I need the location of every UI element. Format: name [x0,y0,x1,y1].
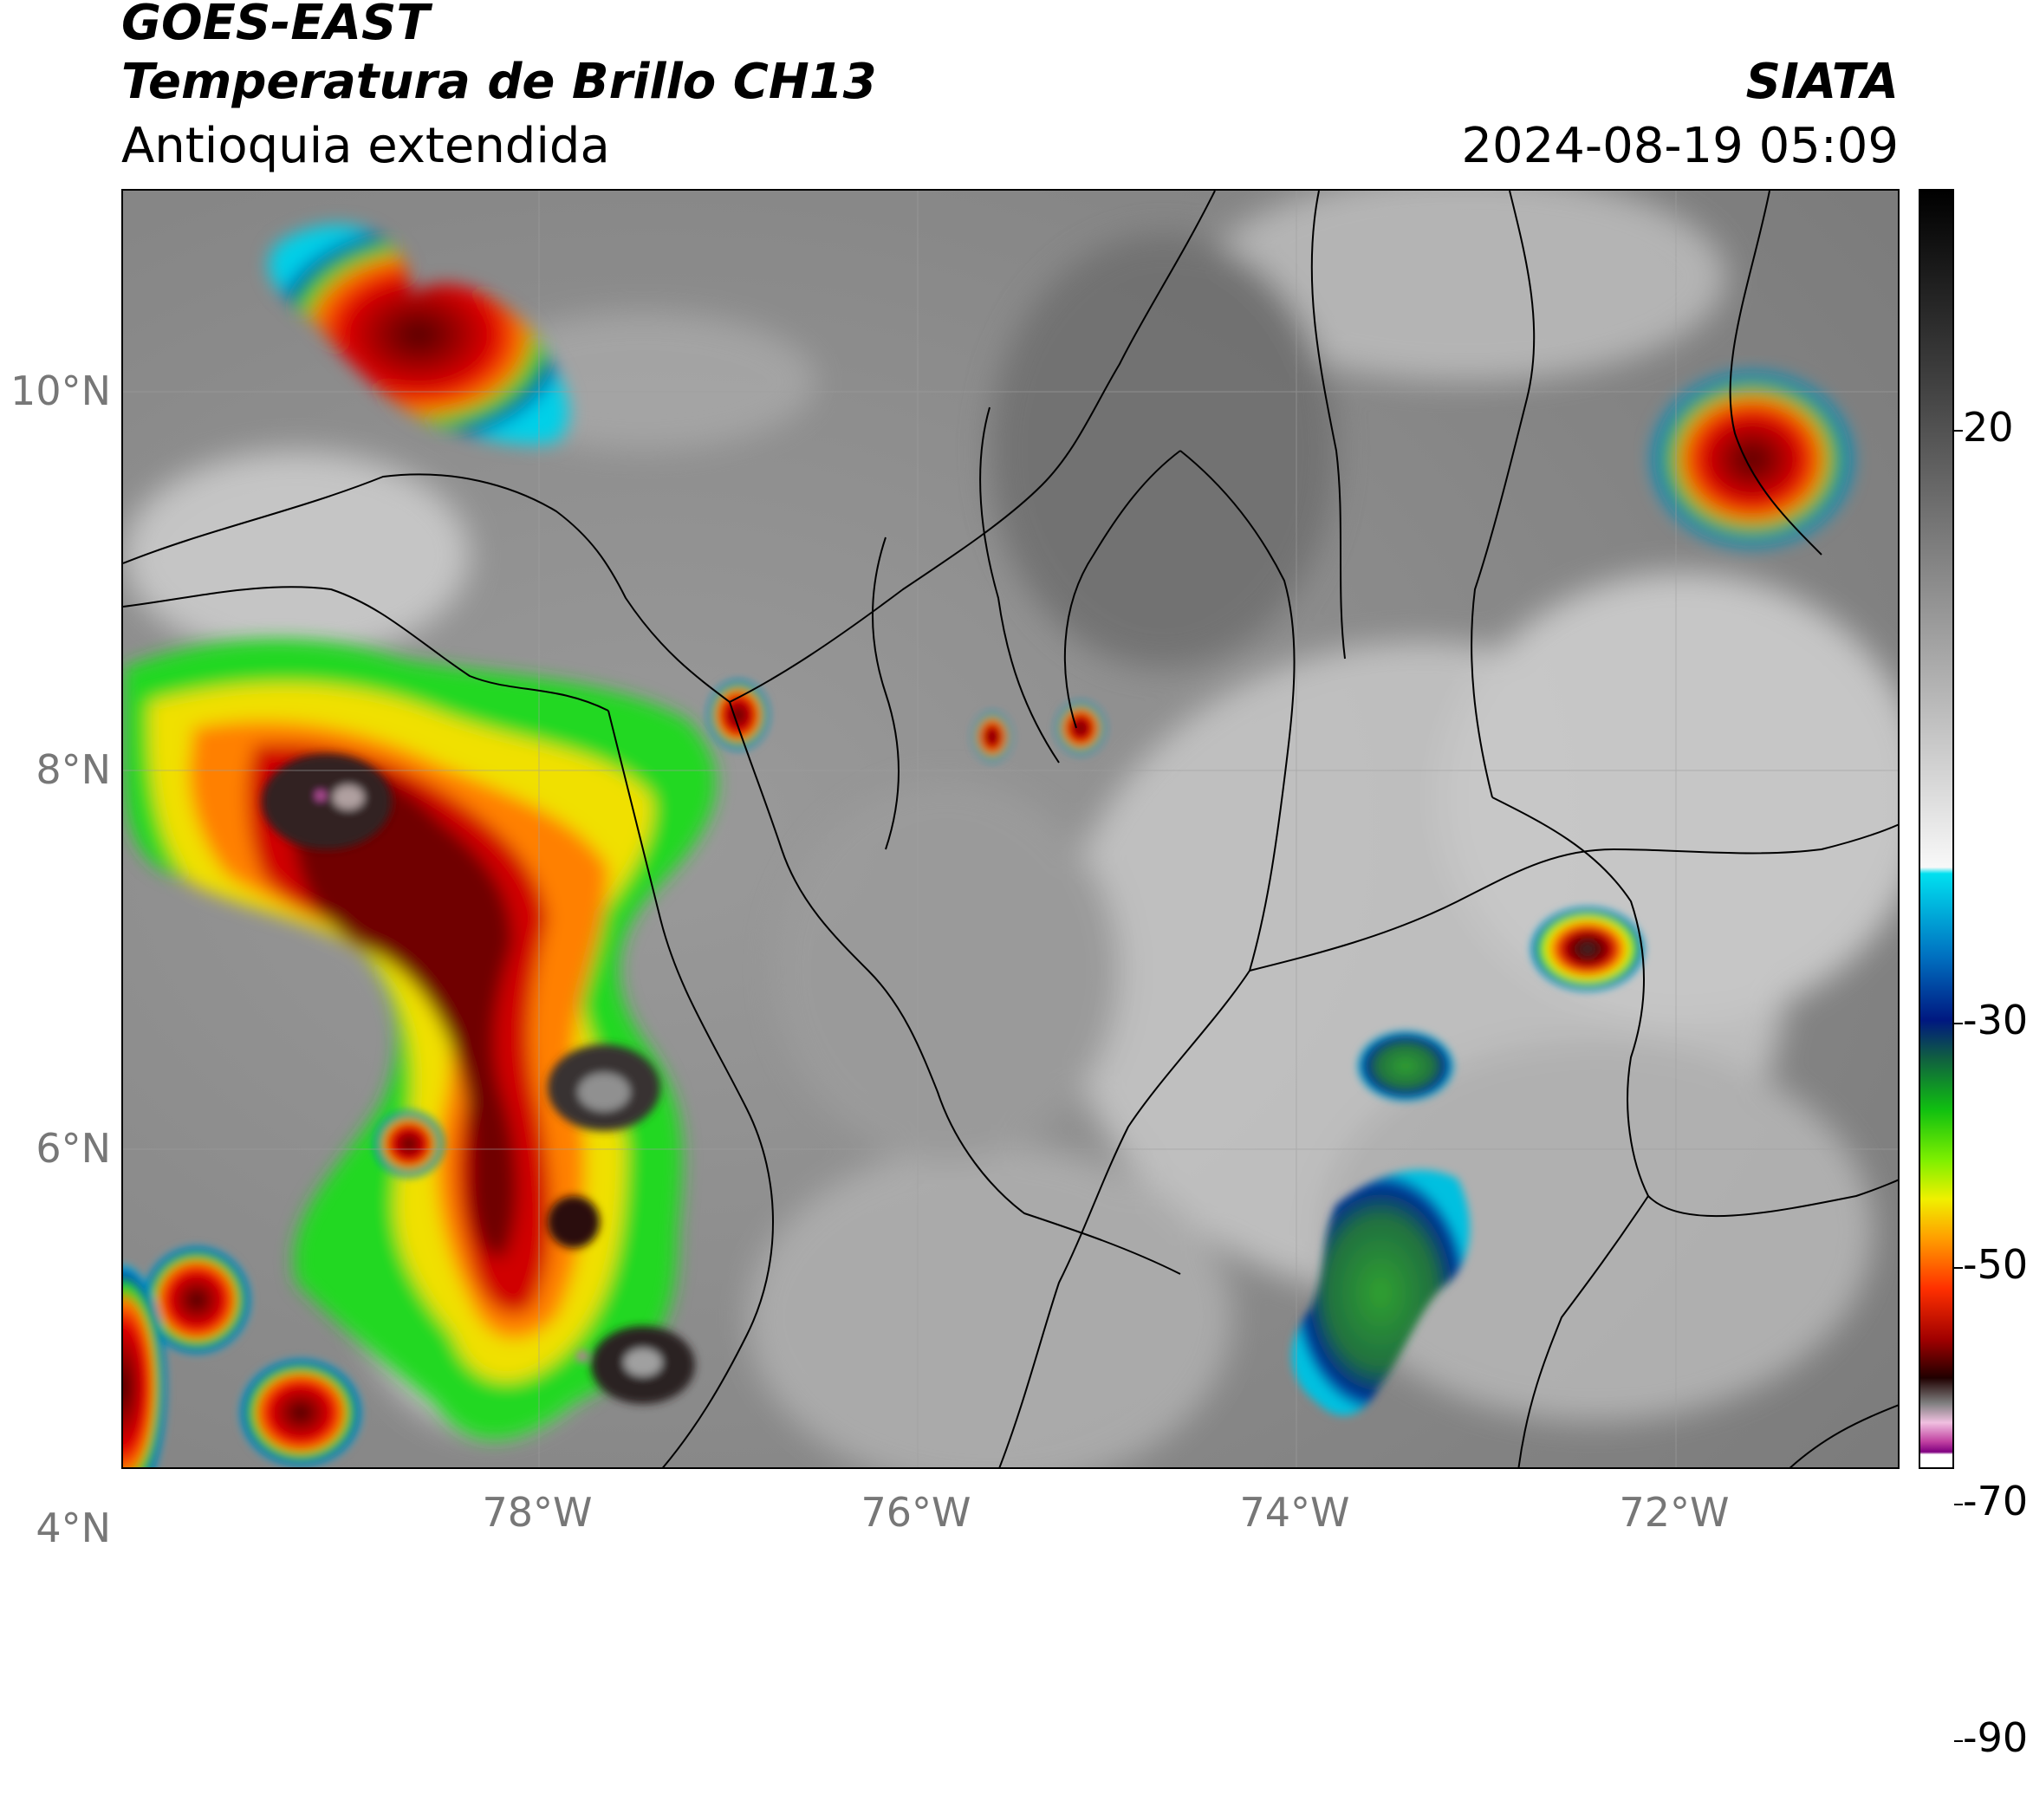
colorbar-label-minus50: -50 [1963,1241,2029,1288]
lon-label-74w: 74°W [1239,1489,1350,1536]
colorbar-tick-minus50 [1954,1267,1963,1269]
lon-label-76w: 76°W [861,1489,971,1536]
colorbar [1919,189,1954,1469]
colorbar-label-minus70: -70 [1963,1478,2029,1524]
colorbar-label-minus30: -30 [1963,997,2029,1043]
colorbar-tick-minus90 [1954,1740,1963,1742]
warm-cloud-field [123,191,1898,1467]
lat-label-6n: 6°N [36,1125,111,1172]
lat-label-10n: 10°N [10,367,111,414]
lon-label-72w: 72°W [1619,1489,1730,1536]
lon-label-78w: 78°W [482,1489,593,1536]
product-title: Temperatura de Brillo CH13 [121,54,877,110]
graticule [123,191,1898,1467]
colorbar-tick-20 [1954,430,1963,432]
map-canvas [123,191,1898,1467]
region-subtitle: Antioquia extendida [121,118,610,174]
colorbar-label-20: 20 [1963,404,2014,451]
lat-label-8n: 8°N [36,746,111,793]
colorbar-tick-minus30 [1954,1023,1963,1024]
colorbar-label-minus90: -90 [1963,1714,2029,1761]
colorbar-tick-minus70 [1954,1504,1963,1505]
satellite-title: GOES-EAST [121,0,430,51]
agency-label: SIATA [1745,54,1899,110]
datetime-label: 2024-08-19 05:09 [1461,118,1899,174]
lat-label-4n: 4°N [36,1505,111,1551]
satellite-map [121,189,1900,1469]
political-boundaries [123,191,1898,1467]
storm-cells [123,224,1852,1467]
